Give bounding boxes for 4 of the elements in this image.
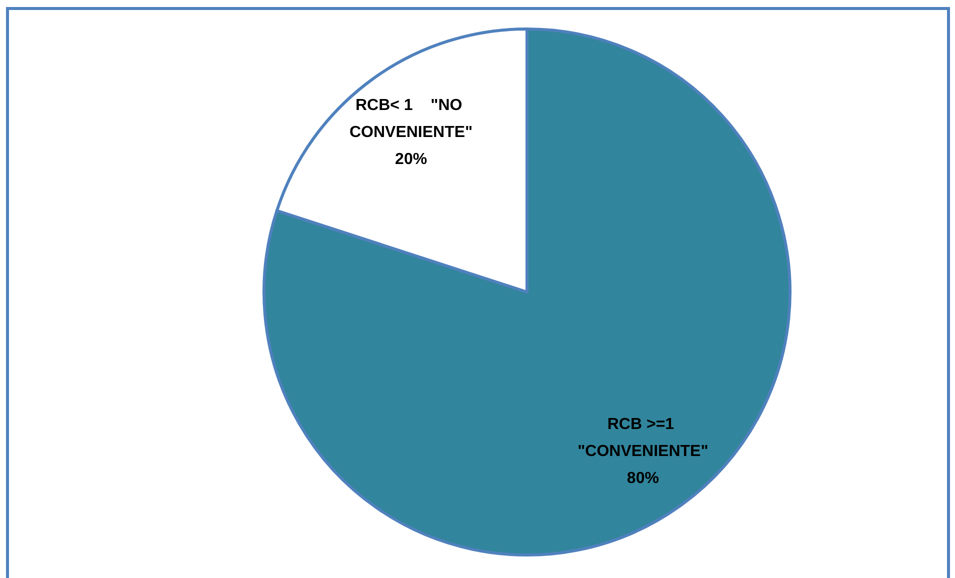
slice-label: RCB< 1 "NO CONVENIENTE" [349, 96, 473, 141]
data-label: 80% [626, 470, 659, 488]
data-label: 20% [395, 150, 428, 168]
slice-label: RCB >=1 "CONVENIENTE" [578, 416, 708, 460]
